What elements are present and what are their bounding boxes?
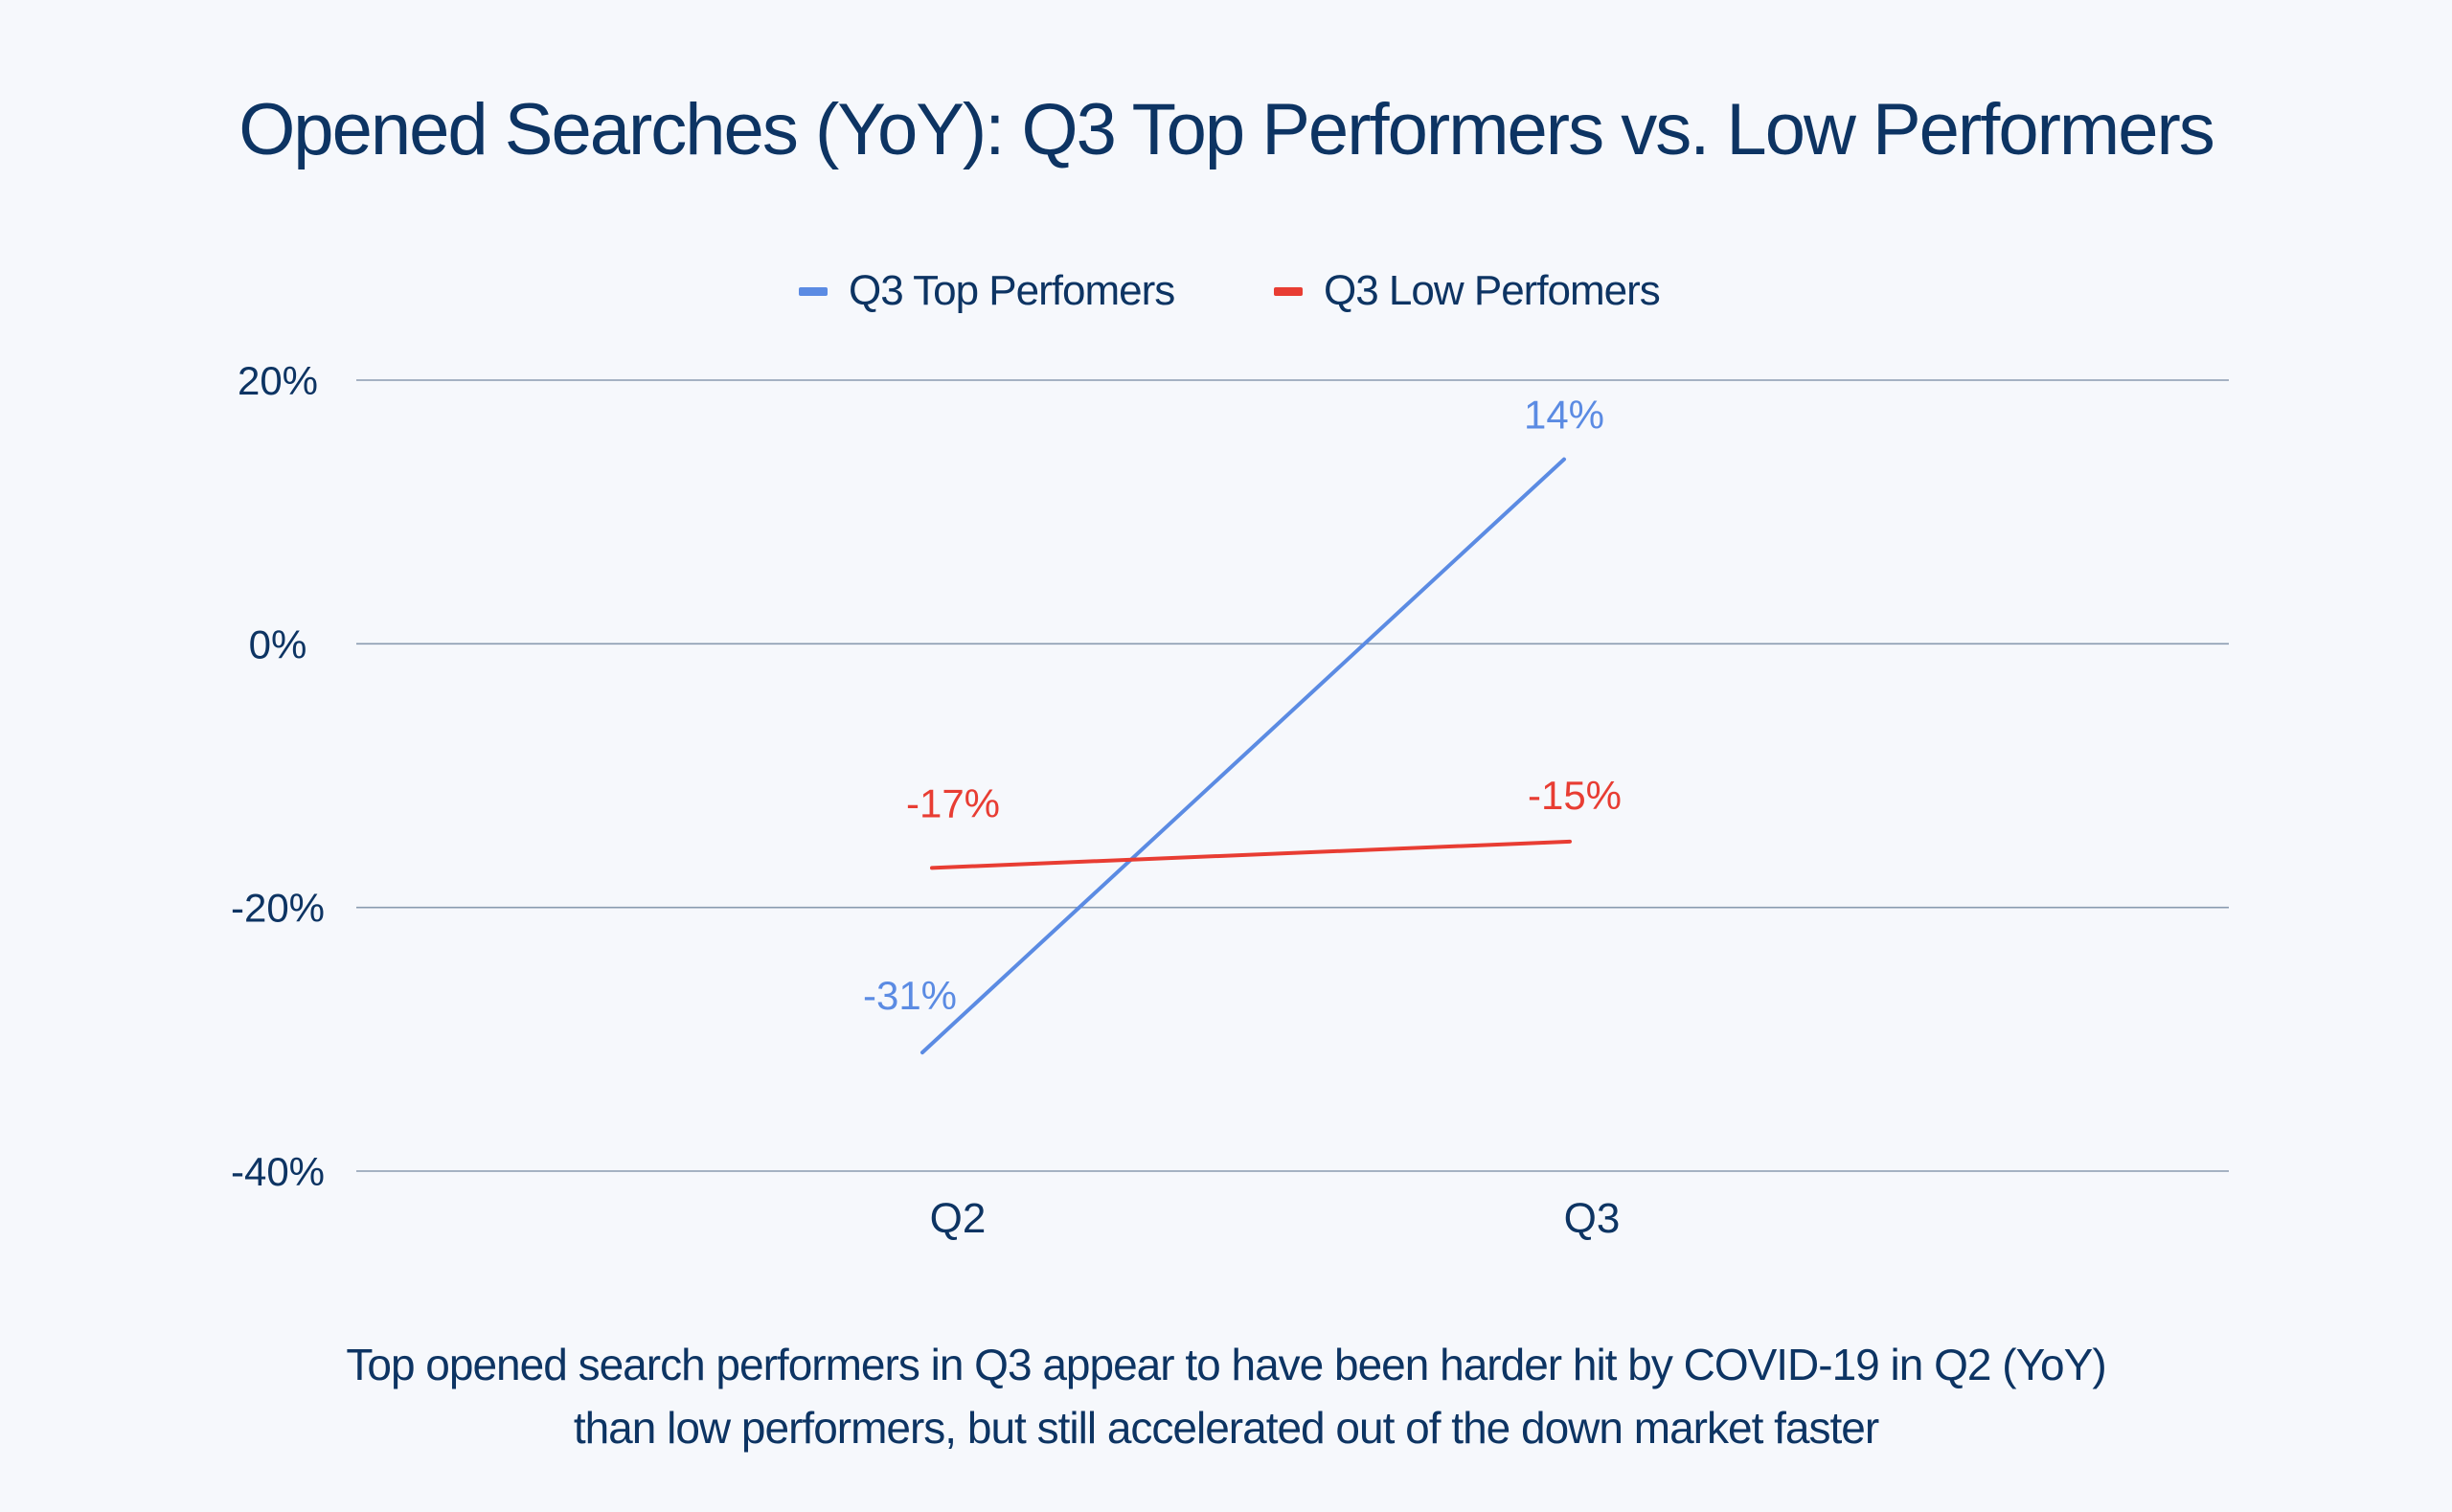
x-tick-label: Q2: [930, 1195, 987, 1242]
y-tick-label: -40%: [231, 1149, 325, 1194]
data-label: -17%: [906, 780, 1000, 825]
series-line: [920, 457, 1566, 1055]
legend-label-low-performers: Q3 Low Perfomers: [1324, 267, 1661, 314]
legend-swatch-red: [1274, 286, 1303, 296]
data-label: -31%: [863, 973, 957, 1018]
legend-label-top-performers: Q3 Top Perfomers: [849, 267, 1175, 314]
caption-line-1: Top opened search performers in Q3 appea…: [346, 1340, 2106, 1389]
x-tick-label: Q3: [1564, 1195, 1621, 1242]
data-label: 14%: [1524, 393, 1604, 438]
caption-line-2: than low performers, but still accelerat…: [573, 1403, 1879, 1453]
series-line: [930, 839, 1572, 870]
y-tick-label: 20%: [238, 358, 318, 403]
y-tick-label: -20%: [231, 886, 325, 931]
legend-item-low-performers: Q3 Low Perfomers: [1274, 262, 1661, 320]
chart-caption: Top opened search performers in Q3 appea…: [0, 1333, 2452, 1459]
y-tick-label: 0%: [249, 621, 307, 666]
legend: Q3 Top Perfomers Q3 Low Perfomers: [0, 262, 2452, 320]
data-label: -15%: [1528, 773, 1622, 818]
chart-title: Opened Searches (YoY): Q3 Top Performers…: [238, 89, 2215, 170]
legend-item-top-performers: Q3 Top Perfomers: [799, 262, 1175, 320]
legend-swatch-blue: [799, 286, 828, 296]
